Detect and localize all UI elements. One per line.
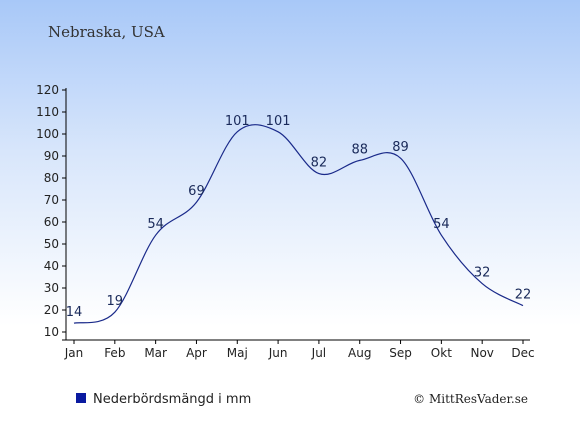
x-tick-label: Jun xyxy=(268,346,288,360)
y-tick-label: 100 xyxy=(36,127,59,141)
y-tick-label: 50 xyxy=(44,237,59,251)
data-label: 14 xyxy=(66,305,83,320)
x-tick-label: Dec xyxy=(511,346,534,360)
data-label: 101 xyxy=(266,114,291,129)
series-line xyxy=(73,124,524,324)
data-label: 69 xyxy=(188,184,205,199)
y-tick-label: 20 xyxy=(44,303,59,317)
x-tick-label: Sep xyxy=(389,346,412,360)
chart-title: Nebraska, USA xyxy=(48,23,165,41)
data-label: 19 xyxy=(107,294,124,309)
x-tick-label: Aug xyxy=(348,346,371,360)
data-label: 54 xyxy=(147,217,164,232)
legend-label: Nederbördsmängd i mm xyxy=(93,392,251,407)
x-tick-label: Maj xyxy=(227,346,248,360)
y-axis-ticks: 10 20 30 40 50 60 70 80 90 100 110 120 xyxy=(36,83,66,339)
data-label: 22 xyxy=(515,288,532,303)
x-tick-label: Mar xyxy=(144,346,167,360)
y-tick-label: 120 xyxy=(36,83,59,97)
data-label: 82 xyxy=(311,156,328,171)
data-label: 101 xyxy=(225,114,250,129)
credit-text: © MittResVader.se xyxy=(413,392,528,406)
y-tick-label: 70 xyxy=(44,193,59,207)
data-label: 89 xyxy=(392,140,409,155)
y-tick-label: 30 xyxy=(44,281,59,295)
x-axis-ticks: Jan Feb Mar Apr Maj Jun Jul Aug Sep Okt Nov Dec xyxy=(64,340,535,360)
legend-swatch xyxy=(76,393,86,403)
x-tick-label: Okt xyxy=(431,346,452,360)
data-labels: 14 19 54 69 101 101 82 88 89 54 32 22 xyxy=(66,114,532,320)
data-label: 88 xyxy=(351,142,368,157)
y-tick-label: 90 xyxy=(44,149,59,163)
x-tick-label: Feb xyxy=(104,346,125,360)
x-tick-label: Jul xyxy=(311,346,326,360)
data-label: 54 xyxy=(433,217,450,232)
y-tick-label: 110 xyxy=(36,105,59,119)
y-tick-label: 60 xyxy=(44,215,59,229)
x-tick-label: Nov xyxy=(470,346,493,360)
axes xyxy=(62,88,530,341)
y-tick-label: 80 xyxy=(44,171,59,185)
x-tick-label: Apr xyxy=(186,346,207,360)
y-tick-label: 40 xyxy=(44,259,59,273)
data-label: 32 xyxy=(474,266,491,281)
y-tick-label: 10 xyxy=(44,325,59,339)
x-tick-label: Jan xyxy=(64,346,84,360)
